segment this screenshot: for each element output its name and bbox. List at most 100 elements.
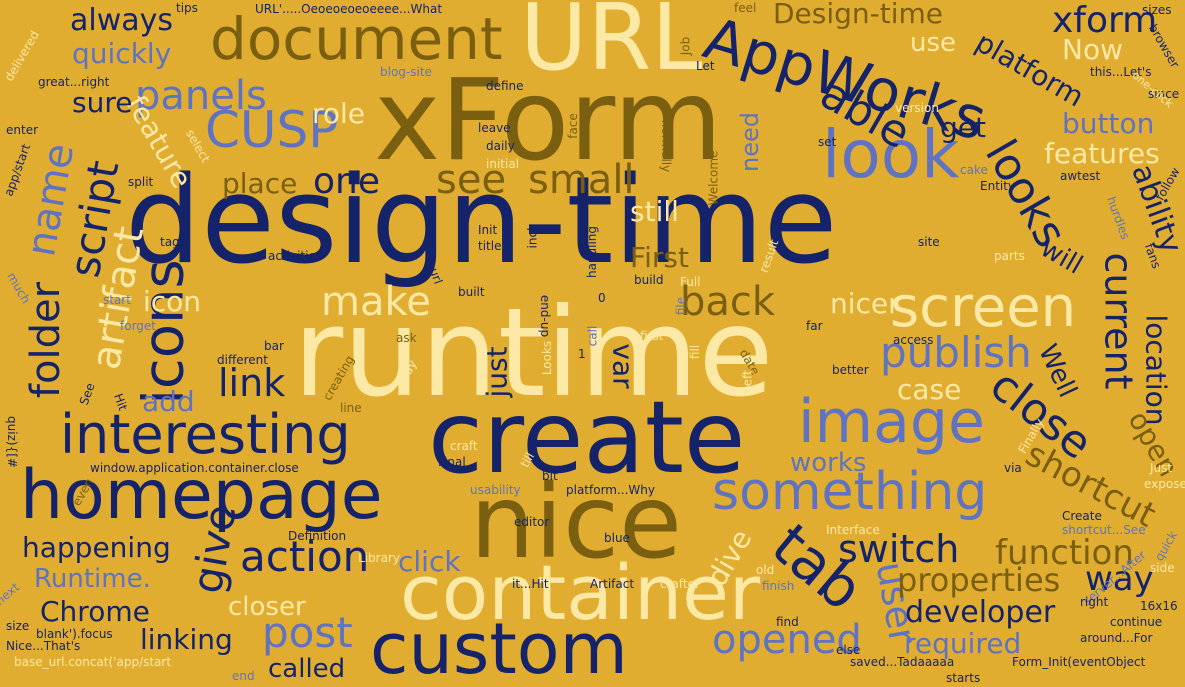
- word-runtime: runtime: [293, 282, 774, 424]
- word-ask: ask: [396, 331, 417, 345]
- word-forget: forget: [120, 319, 156, 333]
- word-design-time-cap: Design-time: [773, 0, 944, 30]
- word-saved-tadaa: saved...Tadaaaaa: [850, 655, 955, 669]
- word-image: image: [798, 387, 985, 457]
- word-access: access: [893, 333, 934, 347]
- word-click: click: [398, 545, 461, 578]
- word-full: Full: [680, 275, 701, 289]
- word-just: just: [480, 346, 514, 398]
- word-design-time: design-time: [125, 152, 838, 291]
- word-var: var: [606, 343, 640, 389]
- word-usability: usability: [470, 483, 521, 497]
- word-developer: developer: [905, 595, 1056, 630]
- word-activities: activities: [268, 249, 323, 263]
- word-switch: switch: [838, 527, 960, 571]
- word-define: define: [486, 79, 524, 93]
- word-enter: enter: [6, 123, 39, 137]
- word-definition: Definition: [288, 529, 347, 543]
- word-cake: cake: [960, 163, 988, 177]
- word-welcome: Welcome: [706, 150, 721, 206]
- word-old: old: [756, 563, 775, 577]
- word-bit: bit: [542, 469, 558, 483]
- word-post: post: [262, 608, 353, 657]
- word-handling: handling: [585, 225, 600, 279]
- word-give: give: [182, 500, 246, 598]
- word-blank-focus: blank').focus: [36, 627, 113, 641]
- word-it-hit: it...Hit: [512, 577, 549, 591]
- word-side: side: [1150, 561, 1175, 575]
- word-link: link: [218, 361, 286, 405]
- word-form-init: Form_Init(eventObject: [1012, 655, 1146, 669]
- word-editor: editor: [514, 515, 550, 529]
- word-line: line: [340, 401, 362, 415]
- word-always: always: [70, 3, 174, 38]
- word-library: Library: [358, 551, 400, 565]
- word-version: version: [895, 101, 939, 115]
- word-panels: panels: [135, 73, 267, 119]
- word-just-cap: Just: [1150, 461, 1173, 475]
- word-get: get: [940, 111, 986, 144]
- word-job: Job: [678, 36, 693, 56]
- word-hurdles: hurdles: [1104, 194, 1133, 242]
- word-first-cap: First: [630, 241, 689, 274]
- word-still: still: [630, 195, 679, 228]
- word-nicer: nicer: [830, 287, 900, 320]
- word-publish: publish: [880, 328, 1032, 377]
- word-container: container: [400, 548, 761, 637]
- word-create-cap: Create: [1062, 509, 1102, 523]
- word-way: way: [1085, 559, 1154, 599]
- word-need: need: [735, 112, 764, 172]
- word-site: site: [918, 235, 940, 249]
- word-window-close: window.application.container.close: [90, 461, 299, 475]
- word-zero: 0: [598, 291, 606, 305]
- word-linking: linking: [140, 623, 233, 656]
- word-looks-cap: Looks: [540, 340, 555, 376]
- word-shortcut-see: shortcut...See: [1062, 523, 1146, 537]
- word-required: required: [904, 627, 1022, 660]
- word-blog-site: blog-site: [380, 65, 432, 79]
- word-next: next: [0, 580, 22, 608]
- word-something: something: [712, 462, 988, 522]
- word-make: make: [321, 279, 431, 325]
- word-see: see: [436, 157, 507, 203]
- word-init: Init: [478, 223, 498, 237]
- word-build: build: [634, 273, 664, 287]
- word-action: action: [240, 532, 370, 581]
- word-initial: initial: [486, 157, 519, 171]
- word-url-oeoe: URL'.....Oeoeoeoeoeeee...What: [255, 2, 443, 16]
- word-blue: blue: [604, 531, 630, 545]
- word-awtest: awtest: [1060, 169, 1101, 183]
- word-use: use: [910, 28, 957, 58]
- word-browser: browser: [1145, 21, 1183, 71]
- word-one-digit: 1: [578, 347, 586, 361]
- word-split: split: [128, 175, 154, 189]
- word-url: URL: [520, 0, 703, 91]
- word-function: function: [995, 533, 1134, 573]
- word-continue: continue: [1110, 615, 1163, 629]
- word-nice-thats: Nice...That's: [6, 639, 81, 653]
- word-cusp: CUSP: [205, 101, 339, 159]
- word-else: else: [836, 643, 861, 657]
- word-different: different: [217, 353, 268, 367]
- word-final: Final: [438, 455, 466, 469]
- word-end: end: [232, 669, 255, 683]
- word-current: current: [1096, 252, 1141, 390]
- word-craft: craft: [450, 439, 478, 453]
- word-call: call: [585, 325, 600, 347]
- word-now: Now: [1062, 33, 1123, 66]
- word-properties: properties: [897, 561, 1061, 599]
- word-sizes: sizes: [1142, 3, 1172, 17]
- word-small: small: [528, 157, 635, 203]
- word-incl: incl: [525, 227, 540, 249]
- word-artifact-cap: Artifact: [590, 577, 635, 591]
- word-case: case: [897, 373, 962, 406]
- word-right: right: [1080, 595, 1109, 609]
- word-tags: tags: [160, 235, 186, 249]
- word-screen: screen: [890, 275, 1077, 340]
- word-works: works: [790, 448, 867, 478]
- word-called: called: [268, 654, 346, 684]
- word-xform-lower: xform: [1052, 0, 1158, 41]
- word-better: better: [832, 363, 869, 377]
- word-quick: quick: [1151, 528, 1181, 564]
